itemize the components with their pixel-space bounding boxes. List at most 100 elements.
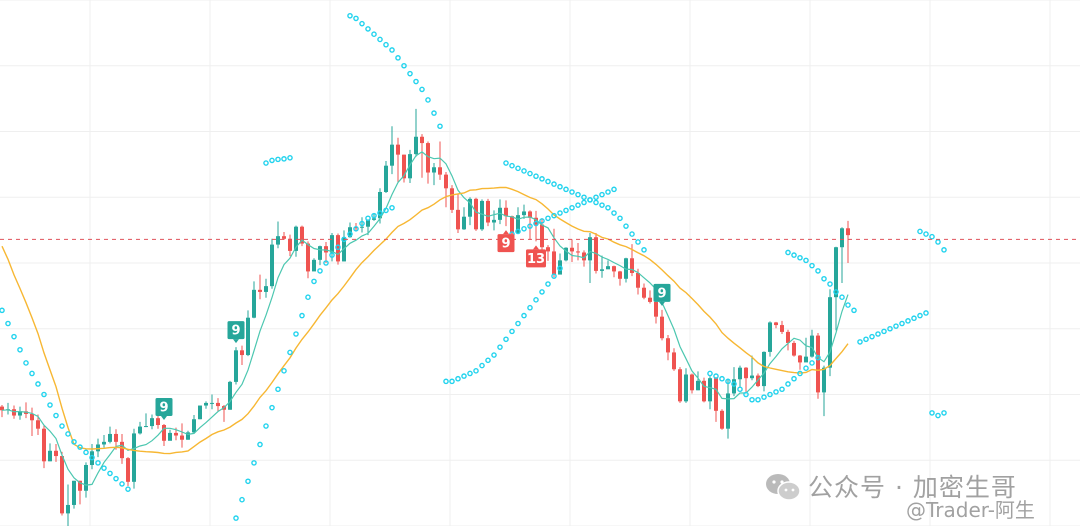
candle-body: [414, 136, 418, 155]
sar-dot: [287, 154, 293, 161]
sar-dot: [713, 373, 719, 379]
sar-dot: [359, 220, 365, 227]
sar-dot: [755, 396, 761, 403]
sar-dot: [791, 252, 797, 258]
candle-body: [528, 211, 532, 218]
sar-dot: [407, 70, 413, 77]
sar-dot: [857, 339, 863, 345]
sar-dot: [545, 215, 551, 222]
sar-dot: [869, 333, 875, 340]
sar-dot: [635, 239, 641, 245]
candle-body: [312, 259, 316, 272]
sar-dot: [905, 318, 911, 324]
candle: [684, 368, 688, 403]
count-label: 9: [155, 397, 173, 420]
candle-body: [246, 317, 250, 356]
sar-dot: [797, 370, 803, 377]
sar-dot: [431, 110, 437, 116]
candle: [90, 443, 94, 470]
candle-body: [276, 236, 280, 245]
sar-dot: [95, 460, 101, 466]
candle-body: [846, 228, 850, 236]
candle-body: [582, 252, 586, 261]
candle-body: [678, 369, 682, 402]
candle-body: [126, 458, 130, 482]
sar-dot: [575, 191, 581, 198]
candle-body: [150, 418, 154, 427]
sar-dot: [395, 55, 401, 61]
candle: [708, 376, 712, 410]
sar-dot: [887, 325, 893, 332]
sar-dot: [875, 331, 881, 337]
candle: [600, 255, 604, 278]
sar-dot: [845, 302, 851, 308]
sar-dot: [305, 294, 311, 300]
candle-body: [162, 425, 166, 441]
candle: [744, 367, 748, 392]
sar-dot: [473, 368, 479, 374]
candle: [282, 231, 286, 240]
candle: [78, 480, 82, 505]
candle-body: [606, 266, 610, 270]
sar-dot: [353, 15, 359, 22]
sar-dot: [443, 378, 449, 385]
sar-dot: [239, 496, 245, 503]
candle-body: [192, 419, 196, 433]
candle-body: [702, 380, 706, 402]
candle-body: [270, 244, 274, 287]
candle: [324, 241, 328, 263]
sar-dot: [377, 210, 383, 216]
candle: [360, 217, 364, 233]
candle: [120, 433, 124, 464]
sar-dot: [413, 78, 419, 85]
candle-body: [36, 420, 40, 429]
candle: [30, 407, 34, 437]
candle: [606, 260, 610, 270]
candle: [432, 163, 436, 186]
candle: [792, 340, 796, 357]
candle-body: [18, 411, 22, 416]
candle: [714, 377, 718, 422]
count-label-pointer: [161, 415, 167, 420]
candle: [156, 415, 160, 429]
candle: [228, 380, 232, 410]
candle-body: [252, 289, 256, 318]
sar-dot: [317, 268, 323, 274]
candle-body: [372, 218, 376, 220]
candle-body: [570, 247, 574, 252]
sar-dot: [101, 465, 107, 471]
candle-body: [0, 406, 4, 411]
candle-body: [216, 402, 220, 407]
sar-dot: [929, 233, 935, 240]
count-label-box: [497, 234, 515, 253]
candle-body: [666, 338, 670, 353]
candle: [612, 265, 616, 278]
candle-body: [168, 432, 172, 441]
candle-body: [768, 322, 772, 352]
candle-body: [816, 335, 820, 393]
candle: [6, 402, 10, 415]
sar-dot: [719, 375, 725, 382]
sar-dot: [581, 199, 587, 206]
candle: [450, 185, 454, 214]
candle-body: [696, 380, 700, 391]
sar-dot: [281, 368, 287, 374]
sar-dot: [323, 260, 329, 266]
candle-body: [390, 144, 394, 166]
candle: [180, 423, 184, 448]
candle: [66, 484, 70, 526]
candle-body: [714, 378, 718, 411]
sar-dot: [731, 381, 737, 387]
candle: [468, 197, 472, 226]
sar-dot: [929, 410, 935, 416]
candle: [564, 247, 568, 262]
candle-body: [804, 356, 808, 363]
candle-body: [600, 269, 604, 271]
candle: [96, 438, 100, 458]
wechat-icon: [766, 474, 801, 501]
count-label: 9: [497, 230, 515, 253]
sar-dot: [623, 223, 629, 229]
count-label-box: [526, 249, 546, 268]
sar-dot: [629, 231, 635, 237]
